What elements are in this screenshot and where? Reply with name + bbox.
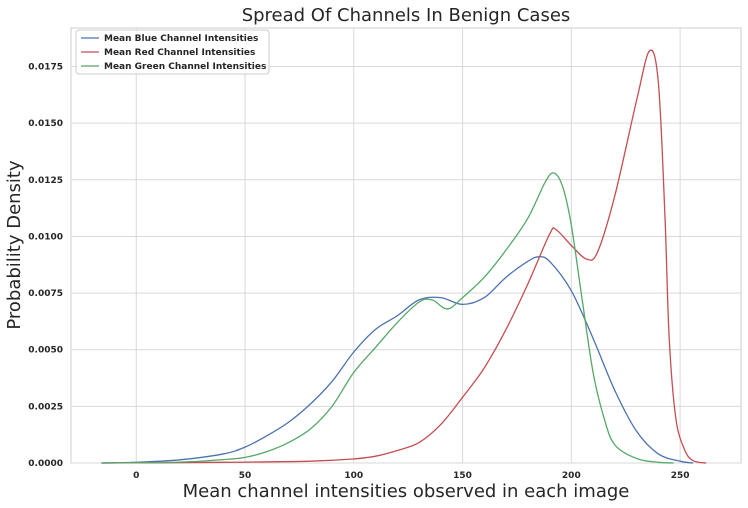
- legend-label-blue: Mean Blue Channel Intensities: [104, 34, 258, 44]
- series-layer: [101, 49, 707, 464]
- series-line-green: [101, 172, 674, 464]
- y-tick-label: 0.0150: [28, 119, 63, 129]
- x-tick-label: 200: [562, 471, 581, 481]
- y-tick-label: 0.0025: [28, 402, 63, 412]
- x-axis-label: Mean channel intensities observed in eac…: [183, 481, 630, 502]
- x-tick-label: 150: [453, 471, 472, 481]
- x-tick-label: 250: [671, 471, 690, 481]
- plot-area: [70, 27, 742, 464]
- y-tick-label: 0.0075: [28, 289, 63, 299]
- y-axis-ticks: 0.0000 0.0025 0.0050 0.0075 0.0100 0.0125 0.01…: [28, 63, 63, 469]
- y-tick-label: 0.0050: [28, 346, 63, 356]
- legend: Mean Blue Channel Intensities Mean Red Ch…: [75, 29, 270, 75]
- series-line-red: [101, 49, 707, 464]
- y-tick-label: 0.0100: [28, 232, 63, 242]
- legend-label-green: Mean Green Channel Intensities: [104, 62, 266, 72]
- series-line-blue: [101, 256, 694, 464]
- legend-label-red: Mean Red Channel Intensities: [104, 48, 255, 58]
- chart-title: Spread Of Channels In Benign Cases: [242, 5, 571, 26]
- y-tick-label: 0.0125: [28, 176, 63, 186]
- y-tick-label: 0.0000: [28, 459, 63, 469]
- y-tick-label: 0.0175: [28, 63, 63, 73]
- y-axis-label: Probability Density: [4, 160, 25, 330]
- x-tick-label: 50: [239, 471, 252, 481]
- x-tick-label: 100: [344, 471, 363, 481]
- legend-box: [75, 29, 270, 75]
- x-tick-label: 0: [133, 471, 139, 481]
- x-axis-ticks: 0 50 100 150 200 250: [133, 471, 689, 481]
